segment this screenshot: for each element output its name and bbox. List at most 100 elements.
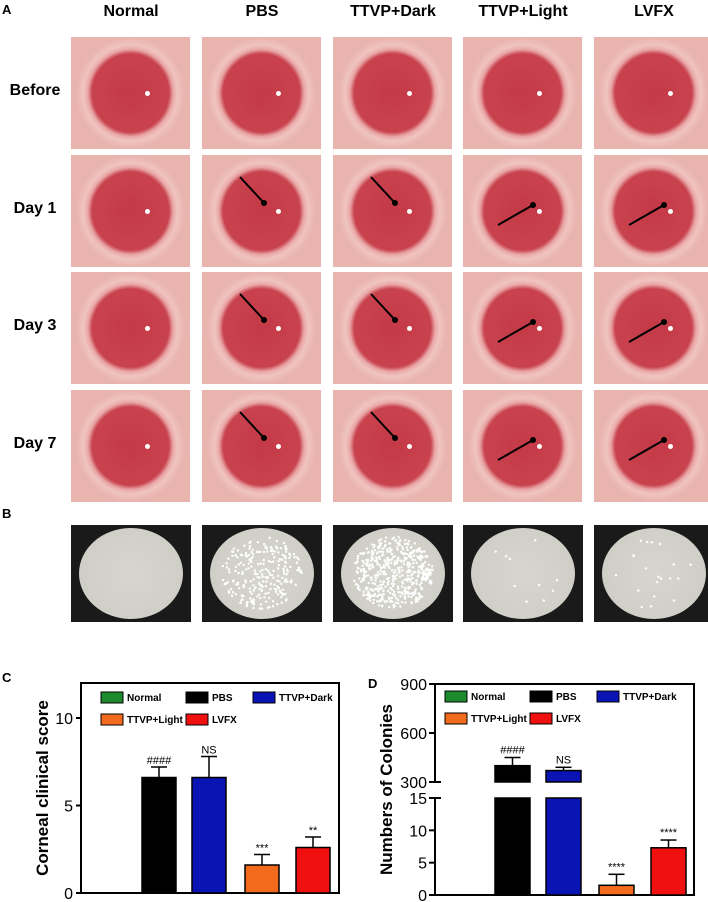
column-header: TTVP+Light — [478, 3, 568, 20]
eye-photo — [71, 155, 190, 267]
y-tick-label: 600 — [400, 726, 427, 743]
legend-swatch — [185, 691, 209, 704]
legend-label: TTVP+Dark — [623, 692, 677, 703]
y-tick-label: 10 — [409, 823, 427, 840]
arrow-icon — [239, 293, 267, 323]
eye-photo — [463, 272, 582, 384]
legend-swatch — [252, 691, 276, 704]
arrow-icon — [239, 176, 267, 206]
arrow-icon — [628, 437, 667, 461]
column-header: TTVP+Dark — [350, 3, 436, 20]
y-tick-label: 5 — [418, 856, 427, 873]
panel-label-c: C — [2, 670, 12, 685]
legend-swatch — [185, 713, 209, 726]
column-header: Normal — [103, 3, 159, 20]
eye-photo — [71, 390, 190, 502]
arrow-icon — [628, 202, 667, 226]
agar-plate-photo — [463, 525, 583, 622]
agar-plate-photo — [594, 525, 708, 622]
column-header: PBS — [245, 3, 279, 20]
column-header: LVFX — [634, 3, 674, 20]
agar-plate-photo — [333, 525, 453, 622]
eye-photo — [71, 272, 190, 384]
agar-plate-photo — [202, 525, 322, 622]
y-axis-label: Numbers of Colonies — [377, 704, 396, 875]
legend-swatch — [444, 690, 468, 703]
legend-label: TTVP+Light — [471, 714, 528, 725]
y-tick-label: 300 — [400, 775, 427, 792]
legend-label: LVFX — [556, 714, 581, 725]
bar-lower-TTVP+Dark — [545, 797, 582, 896]
significance-label: NS — [201, 745, 216, 757]
panel-label-d: D — [368, 676, 378, 691]
bar-TTVP+Light — [598, 884, 635, 896]
significance-label: #### — [147, 755, 172, 767]
legend-swatch — [444, 712, 468, 725]
legend-label: PBS — [212, 693, 233, 704]
y-axis-label: Corneal clinical score — [33, 700, 52, 876]
significance-label: **** — [660, 827, 678, 839]
y-tick-label: 15 — [409, 791, 427, 808]
arrow-icon — [497, 202, 536, 226]
legend-label: PBS — [556, 692, 577, 703]
eye-photo — [594, 272, 708, 384]
arrow-icon — [628, 319, 667, 343]
eye-photo — [333, 155, 452, 267]
eye-photo — [463, 37, 582, 149]
eye-photo — [463, 155, 582, 267]
eye-photo — [202, 390, 321, 502]
legend-swatch — [100, 713, 124, 726]
legend-swatch — [596, 690, 620, 703]
row-header: Day 3 — [13, 317, 57, 334]
agar-plate-photo — [71, 525, 191, 622]
row-header: Day 7 — [13, 435, 57, 452]
y-tick-label: 900 — [400, 677, 427, 694]
significance-label: NS — [556, 754, 571, 766]
eye-photo — [333, 272, 452, 384]
legend-label: LVFX — [212, 715, 237, 726]
eye-photo — [202, 272, 321, 384]
significance-label: **** — [608, 861, 626, 873]
eye-photo — [594, 390, 708, 502]
arrow-icon — [239, 411, 267, 441]
arrow-icon — [370, 293, 398, 323]
arrow-icon — [370, 411, 398, 441]
y-tick-label: 0 — [64, 886, 73, 902]
panel-label-b: B — [2, 506, 12, 521]
y-tick-label: 0 — [418, 888, 427, 902]
eye-photo — [202, 155, 321, 267]
legend-swatch — [529, 690, 553, 703]
bar-upper-TTVP+Dark — [545, 769, 582, 783]
plot-frame — [434, 683, 695, 896]
arrow-icon — [497, 319, 536, 343]
legend-label: Normal — [471, 692, 506, 703]
y-tick-label: 5 — [64, 799, 73, 816]
eye-photo — [463, 390, 582, 502]
bar-LVFX — [295, 846, 331, 894]
eye-photo — [202, 37, 321, 149]
eye-photo — [71, 37, 190, 149]
row-header: Before — [9, 82, 61, 99]
significance-label: *** — [256, 843, 270, 855]
legend-label: Normal — [127, 693, 162, 704]
y-tick-label: 10 — [55, 711, 73, 728]
eye-photo — [594, 155, 708, 267]
significance-label: ** — [309, 825, 318, 837]
row-header: Day 1 — [13, 200, 57, 217]
panel-label-a: A — [2, 2, 12, 17]
legend-label: TTVP+Light — [127, 715, 184, 726]
bar-TTVP+Light — [244, 864, 280, 894]
eye-photo — [594, 37, 708, 149]
bar-LVFX — [650, 847, 687, 896]
bar-PBS — [141, 776, 177, 894]
significance-label: #### — [500, 745, 525, 757]
eye-photo — [333, 390, 452, 502]
legend-swatch — [529, 712, 553, 725]
legend-swatch — [100, 691, 124, 704]
legend-label: TTVP+Dark — [279, 693, 333, 704]
bar-upper-PBS — [494, 764, 531, 783]
eye-photo — [333, 37, 452, 149]
